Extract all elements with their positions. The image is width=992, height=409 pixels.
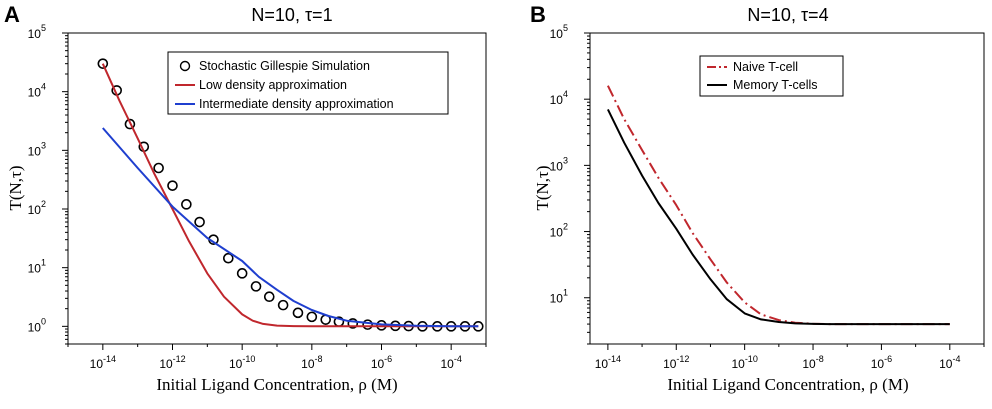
- panel-b-series: [607, 85, 950, 326]
- panel-b-ticks: 10-14 10-12 10-10 10-8 10-6 10-4 101 102 103 104 1…: [550, 23, 985, 371]
- panel-a-xtick-label: 10-6: [371, 354, 392, 371]
- point-stochastic-gillespie-simulation: [362, 319, 373, 330]
- panel-a-xtick-label: 10-12: [159, 354, 185, 371]
- panel-b-xlabel: Initial Ligand Concentration, ρ (M): [667, 375, 908, 394]
- panel-a-ytick-label: 105: [28, 23, 46, 41]
- panel-a-ytick-label: 101: [28, 258, 46, 276]
- panel-b-xtick-label: 10-6: [871, 354, 892, 371]
- panel-b-xtick-label: 10-10: [731, 354, 757, 371]
- panel-b: B N=10, τ=4 10-14 10-12 10-10 10-8 10-6 10-41…: [530, 2, 985, 394]
- panel-b-xtick-label: 10-8: [802, 354, 823, 371]
- point-stochastic-gillespie-simulation: [236, 268, 248, 279]
- panel-a-ytick-label: 102: [28, 199, 46, 217]
- panel-b-ytick-label: 101: [550, 288, 568, 306]
- panel-a-ylabel: T(N,τ): [6, 165, 25, 210]
- legend-marker-gillespie: [179, 60, 191, 72]
- panel-b-ytick-label: 104: [550, 89, 568, 107]
- legend-label-memory: Memory T-cells: [733, 78, 818, 92]
- legend-label-gillespie: Stochastic Gillespie Simulation: [199, 59, 370, 73]
- panel-b-ytick-label: 105: [550, 23, 568, 41]
- panel-a-legend-box: [167, 51, 449, 115]
- panel-b-ylabel: T(N,τ): [533, 165, 552, 210]
- series-line-intermediate-density-approximation: [102, 127, 479, 328]
- point-stochastic-gillespie-simulation: [194, 216, 205, 228]
- panel-a-ytick-label: 104: [28, 82, 46, 100]
- panel-a-series: [97, 58, 484, 332]
- panel-b-title: N=10, τ=4: [747, 5, 828, 25]
- panel-a-letter: A: [4, 2, 20, 27]
- panel-a-legend: Stochastic Gillespie Simulation Low dens…: [167, 51, 449, 115]
- point-stochastic-gillespie-simulation: [181, 199, 192, 210]
- point-stochastic-gillespie-simulation: [167, 180, 178, 191]
- legend-label-low-density: Low density approximation: [199, 78, 347, 92]
- point-stochastic-gillespie-simulation: [292, 307, 304, 319]
- panel-b-ytick-label: 103: [550, 155, 568, 173]
- panel-a-xtick-label: 10-8: [301, 354, 322, 371]
- panel-a-ticks: 10-14 10-12 10-10 10-8 10-6 10-4 100 101 102 103 1…: [28, 23, 487, 371]
- legend-label-naive: Naive T-cell: [733, 60, 798, 74]
- point-stochastic-gillespie-simulation: [263, 291, 275, 303]
- panel-b-legend: Naive T-cell Memory T-cells: [699, 55, 844, 97]
- panel-b-xtick-label: 10-4: [939, 354, 960, 371]
- panel-a-xtick-label: 10-4: [440, 354, 461, 371]
- point-stochastic-gillespie-simulation: [223, 252, 234, 264]
- panel-a-xtick-label: 10-14: [90, 354, 116, 371]
- series-line-memory-t-cells: [607, 108, 950, 326]
- point-stochastic-gillespie-simulation: [97, 58, 109, 69]
- panel-a-xtick-label: 10-10: [229, 354, 255, 371]
- point-stochastic-gillespie-simulation: [250, 281, 262, 292]
- panel-b-letter: B: [530, 2, 546, 27]
- series-line-low-density-approximation: [101, 63, 479, 328]
- point-stochastic-gillespie-simulation: [277, 299, 289, 311]
- point-stochastic-gillespie-simulation: [124, 118, 136, 130]
- point-stochastic-gillespie-simulation: [347, 318, 359, 329]
- panel-b-legend-box: [699, 55, 844, 97]
- point-stochastic-gillespie-simulation: [306, 311, 318, 323]
- panel-a-ytick-label: 103: [28, 140, 46, 158]
- panel-b-ytick-label: 102: [550, 222, 568, 240]
- legend-label-intermediate-density: Intermediate density approximation: [199, 97, 394, 111]
- panel-a-title: N=10, τ=1: [251, 5, 332, 25]
- panel-b-xtick-label: 10-12: [663, 354, 689, 371]
- panel-b-xtick-label: 10-14: [595, 354, 621, 371]
- series-line-naive-t-cell: [607, 85, 950, 326]
- panel-a: A N=10, τ=1 10-14 10-12 10-10 10-8 10-6 10-41…: [4, 2, 487, 394]
- panel-a-ytick-label: 100: [28, 316, 46, 334]
- panel-a-xlabel: Initial Ligand Concentration, ρ (M): [156, 375, 397, 394]
- point-stochastic-gillespie-simulation: [153, 162, 164, 174]
- panel-b-plot-frame: [589, 32, 985, 345]
